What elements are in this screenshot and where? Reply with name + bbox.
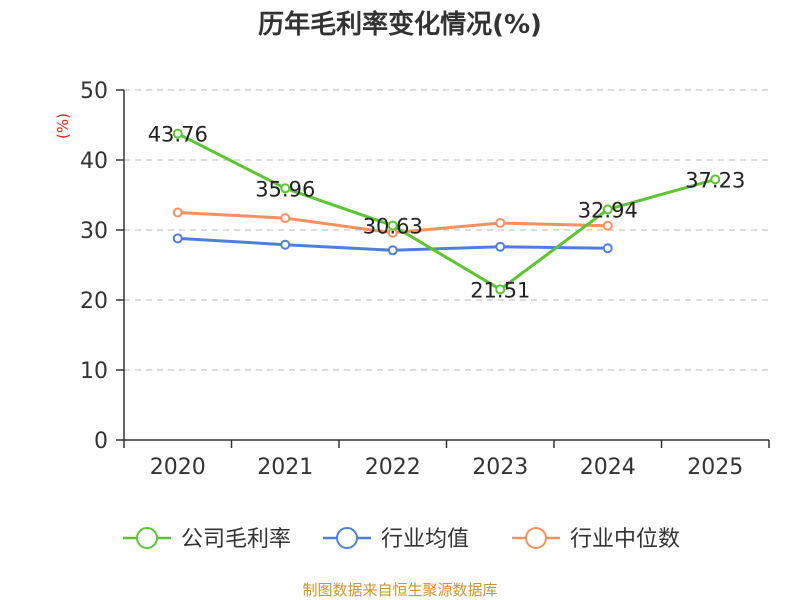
legend-marker bbox=[336, 527, 358, 549]
data-point bbox=[602, 204, 613, 215]
y-tick-label: 20 bbox=[80, 289, 108, 314]
source-footer: 制图数据来自恒生聚源数据库 bbox=[302, 581, 498, 599]
y-unit-label: (%) bbox=[54, 113, 72, 139]
data-point bbox=[280, 183, 291, 194]
data-point bbox=[710, 174, 721, 185]
data-point bbox=[172, 128, 183, 139]
legend-marker bbox=[136, 527, 158, 549]
data-point bbox=[172, 233, 183, 244]
y-tick-label: 40 bbox=[80, 149, 108, 174]
legend-item: 行业中位数 bbox=[512, 527, 680, 552]
data-point bbox=[387, 220, 398, 231]
data-point bbox=[602, 220, 613, 231]
data-point bbox=[495, 218, 506, 228]
legend-item: 行业均值 bbox=[323, 527, 469, 552]
series-line bbox=[177, 132, 716, 291]
legend-item: 公司毛利率 bbox=[123, 527, 291, 552]
legend-label: 行业中位数 bbox=[570, 527, 680, 552]
data-point bbox=[280, 213, 291, 224]
data-label: 43.76 bbox=[148, 123, 208, 147]
y-tick-label: 50 bbox=[80, 79, 108, 104]
x-tick-label: 2025 bbox=[687, 455, 743, 480]
data-label: 30.63 bbox=[363, 215, 423, 239]
chart-title: 历年毛利率变化情况(%) bbox=[258, 10, 542, 40]
legend-label: 行业均值 bbox=[381, 527, 469, 552]
data-label: 32.94 bbox=[578, 198, 638, 222]
data-label: 37.23 bbox=[685, 168, 745, 192]
y-tick-label: 0 bbox=[94, 429, 108, 454]
x-tick-label: 2020 bbox=[150, 455, 206, 480]
legend-label: 公司毛利率 bbox=[181, 527, 291, 552]
data-label: 35.96 bbox=[255, 177, 315, 201]
x-tick-label: 2022 bbox=[365, 455, 421, 480]
legend-marker bbox=[525, 527, 547, 549]
x-tick-label: 2023 bbox=[472, 455, 528, 480]
data-point bbox=[602, 243, 613, 254]
data-point bbox=[495, 284, 506, 295]
data-point bbox=[280, 239, 291, 250]
y-tick-label: 30 bbox=[80, 219, 108, 244]
x-tick-label: 2024 bbox=[580, 455, 636, 480]
data-point bbox=[495, 241, 506, 252]
data-point bbox=[387, 245, 398, 256]
data-label: 21.51 bbox=[470, 278, 530, 302]
y-tick-label: 10 bbox=[80, 359, 108, 384]
x-tick-label: 2021 bbox=[257, 455, 313, 480]
data-point bbox=[172, 207, 183, 218]
